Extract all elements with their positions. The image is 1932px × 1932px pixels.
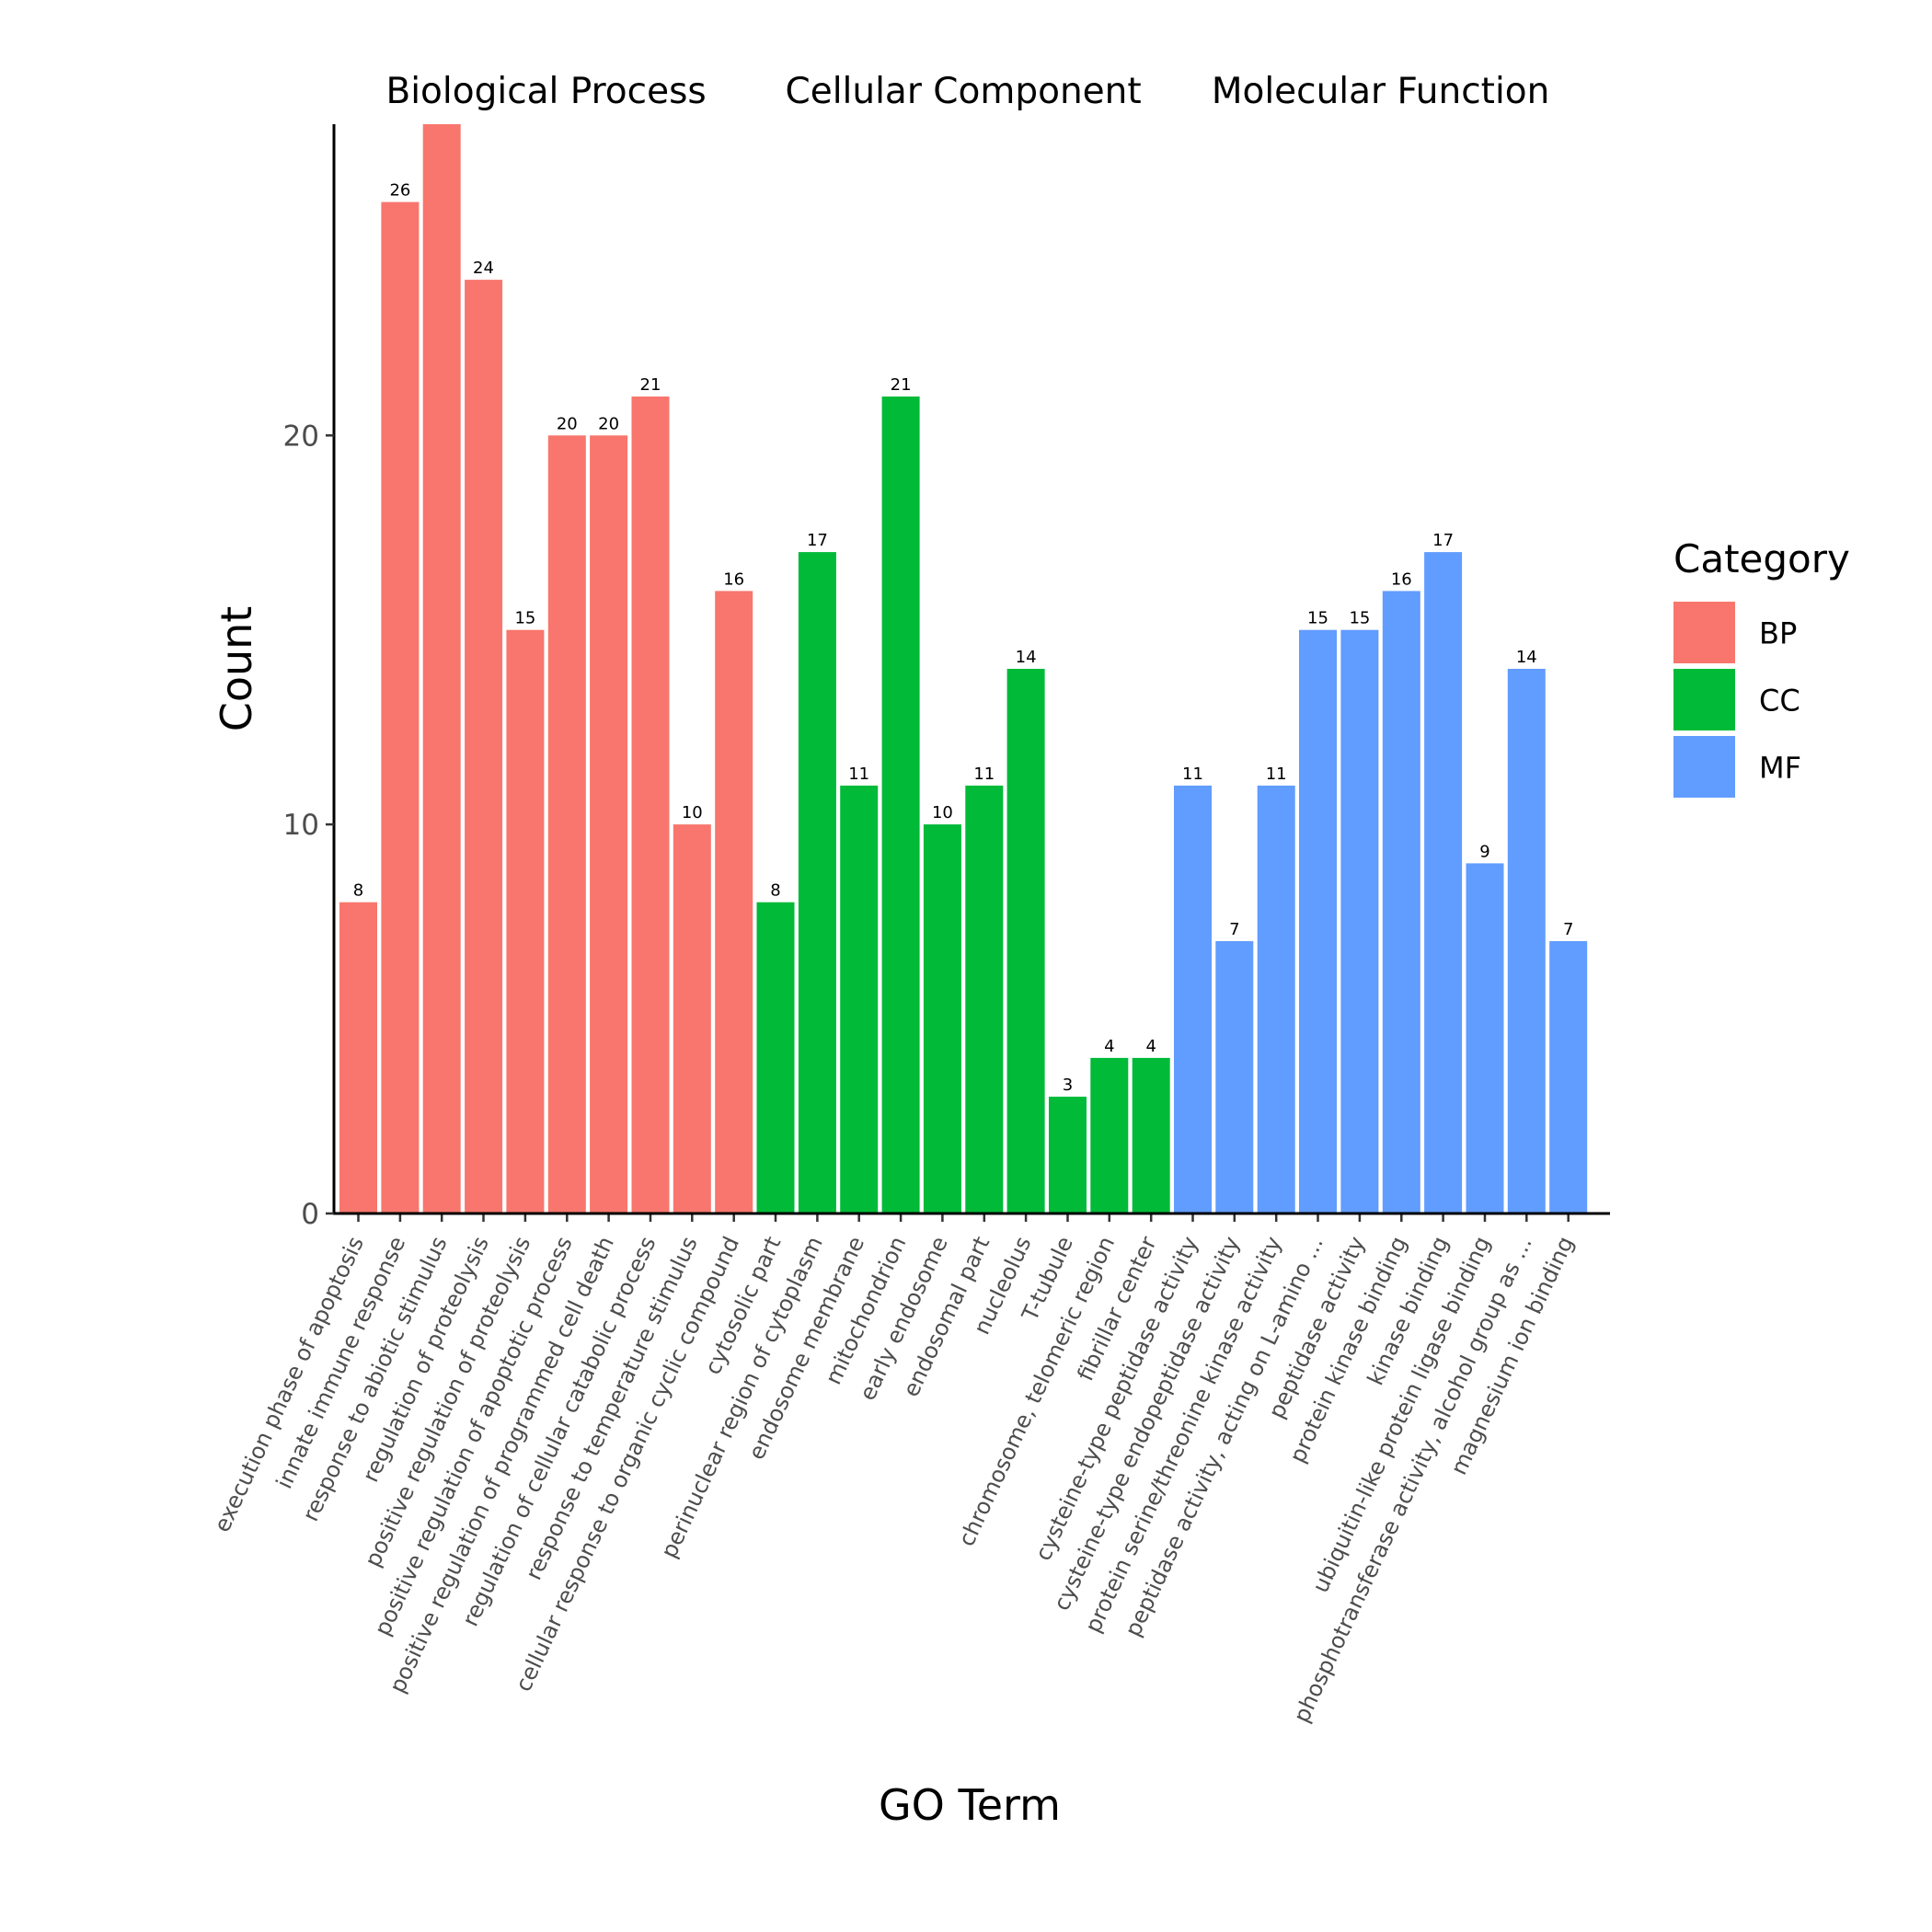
bar-bp [465,280,503,1214]
bar-cc [840,785,879,1213]
bar-cc [756,902,795,1213]
bar-value-label: 11 [1182,765,1203,784]
bar-bp [422,124,461,1213]
y-tick-label: 20 [283,420,319,453]
bar-value-label: 8 [353,881,363,901]
bar-value-label: 9 [1479,842,1489,861]
bar-mf [1257,785,1295,1213]
bar-value-label: 15 [1307,609,1328,628]
bar-bp [339,902,377,1213]
bar-cc [1049,1097,1087,1213]
bar-value-label: 7 [1229,920,1239,939]
bar-value-label: 11 [1266,765,1287,784]
bar-value-label: 10 [682,803,703,822]
bar-value-label: 15 [1349,609,1370,628]
legend-key-mf [1673,736,1735,798]
legend-title: Category [1673,536,1850,581]
bar-value-label: 14 [1016,648,1037,667]
bar-mf [1466,863,1504,1213]
facet-title-bp: Biological Process [385,71,706,112]
facet-title-mf: Molecular Function [1212,71,1550,112]
bar-cc [1132,1057,1170,1213]
bar-bp [381,201,420,1214]
bar-value-label: 3 [1063,1075,1073,1095]
bar-value-label: 17 [807,531,828,550]
bar-bp [547,435,586,1213]
bar-value-label: 14 [1516,648,1537,667]
data-labels: 8 26 24 15 20 20 21 10 16 8 17 11 21 10 11 14 3 4 4 11 7 11 15… [353,181,1574,1095]
facet-titles: Biological Process Cellular Component Mole… [385,71,1549,112]
axes: 0 10 20 [283,124,1610,1231]
bar-bp [673,824,711,1213]
bar-cc [1090,1057,1129,1213]
bar-value-label: 21 [640,375,661,395]
bar-value-label: 4 [1104,1037,1114,1056]
legend-label-cc: CC [1759,684,1800,719]
bar-value-label: 20 [598,414,619,433]
legend-label-mf: MF [1759,751,1801,786]
x-axis-title: GO Term [879,1780,1061,1830]
bar-mf [1340,629,1379,1213]
bar-mf [1382,591,1420,1213]
bar-cc [923,824,961,1213]
bar-bp [715,591,753,1213]
bar-cc [881,397,920,1213]
bar-value-label: 20 [557,414,578,433]
legend-key-cc [1673,669,1735,730]
bar-mf [1174,785,1212,1213]
bar-value-label: 16 [723,569,744,589]
bar-value-label: 21 [891,375,912,395]
legend-label-bp: BP [1759,616,1797,651]
bar-bp [506,629,545,1213]
bar-bp [631,397,670,1213]
bar-bp [590,435,628,1213]
bar-cc [798,552,836,1213]
facet-title-cc: Cellular Component [785,71,1141,112]
bar-mf [1507,669,1546,1213]
bar-mf [1299,629,1337,1213]
bar-value-label: 7 [1563,920,1573,939]
bar-value-label: 10 [932,803,953,822]
bar-mf [1215,941,1254,1213]
legend-key-bp [1673,602,1735,663]
bar-mf [1549,941,1588,1213]
bar-cc [965,785,1004,1213]
y-tick-label: 0 [301,1198,319,1231]
bar-value-label: 4 [1145,1037,1156,1056]
bars [339,124,1588,1214]
bar-value-label: 26 [389,181,410,201]
bar-value-label: 8 [770,881,780,901]
bar-value-label: 24 [473,259,494,278]
bar-value-label: 16 [1391,569,1412,589]
legend: Category BP CC MF [1673,536,1850,798]
bar-mf [1424,552,1463,1213]
bar-value-label: 17 [1432,531,1454,550]
bar-value-label: 11 [973,765,995,784]
y-axis-title: Count [212,606,261,732]
bar-value-label: 15 [514,609,535,628]
bar-value-label: 11 [848,765,869,784]
bar-cc [1006,669,1045,1213]
y-tick-label: 10 [283,809,319,842]
